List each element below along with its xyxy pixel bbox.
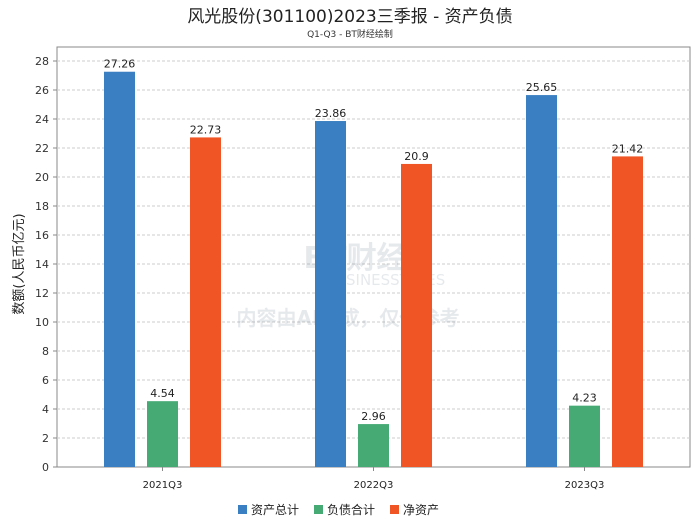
bar-2023Q3-净资产	[612, 156, 643, 467]
bar-2021Q3-净资产	[190, 137, 221, 468]
chart-subtitle: Q1-Q3 - BT财经绘制	[307, 28, 393, 40]
y-tick-label: 26	[35, 84, 49, 97]
bar-2021Q3-负债合计	[147, 401, 178, 467]
x-tick-label: 2022Q3	[354, 480, 394, 491]
y-tick-label: 16	[35, 229, 49, 242]
bar-2022Q3-负债合计	[358, 424, 389, 467]
legend-swatch	[314, 505, 323, 514]
bar-2022Q3-净资产	[401, 163, 432, 467]
legend-label: 资产总计	[251, 503, 299, 517]
data-label: 22.73	[190, 123, 222, 136]
y-tick-label: 18	[35, 200, 49, 213]
data-label: 21.42	[612, 142, 644, 155]
data-label: 4.23	[572, 392, 597, 405]
data-label: 2.96	[361, 410, 386, 423]
legend-label: 负债合计	[327, 502, 375, 517]
bar-2021Q3-资产总计	[104, 71, 135, 467]
data-label: 20.9	[404, 150, 429, 163]
data-label: 4.54	[150, 387, 175, 400]
y-tick-label: 2	[42, 432, 49, 445]
y-tick-label: 10	[35, 316, 49, 329]
y-tick-label: 20	[35, 171, 49, 184]
y-axis-label: 数额(人民币亿元)	[12, 213, 27, 314]
y-tick-label: 6	[42, 374, 49, 387]
y-tick-label: 14	[35, 258, 49, 271]
x-tick-label: 2021Q3	[143, 480, 183, 491]
y-tick-label: 24	[35, 113, 49, 126]
y-tick-label: 22	[35, 142, 49, 155]
legend-label: 净资产	[403, 503, 439, 517]
x-tick-label: 2023Q3	[565, 480, 605, 491]
chart-title: 风光股份(301100)2023三季报 - 资产负债	[187, 7, 512, 27]
data-label: 23.86	[315, 107, 347, 120]
bar-2023Q3-负债合计	[569, 405, 600, 467]
data-label: 27.26	[104, 58, 136, 71]
y-tick-label: 4	[42, 403, 49, 416]
bar-2022Q3-资产总计	[315, 121, 346, 467]
y-tick-label: 12	[35, 287, 49, 300]
y-tick-label: 8	[42, 345, 49, 358]
data-label: 25.65	[526, 81, 558, 94]
y-tick-label: 0	[42, 461, 49, 474]
legend-swatch	[390, 505, 399, 514]
legend-swatch	[238, 505, 247, 514]
bar-2023Q3-资产总计	[526, 95, 557, 467]
y-tick-label: 28	[35, 55, 49, 68]
